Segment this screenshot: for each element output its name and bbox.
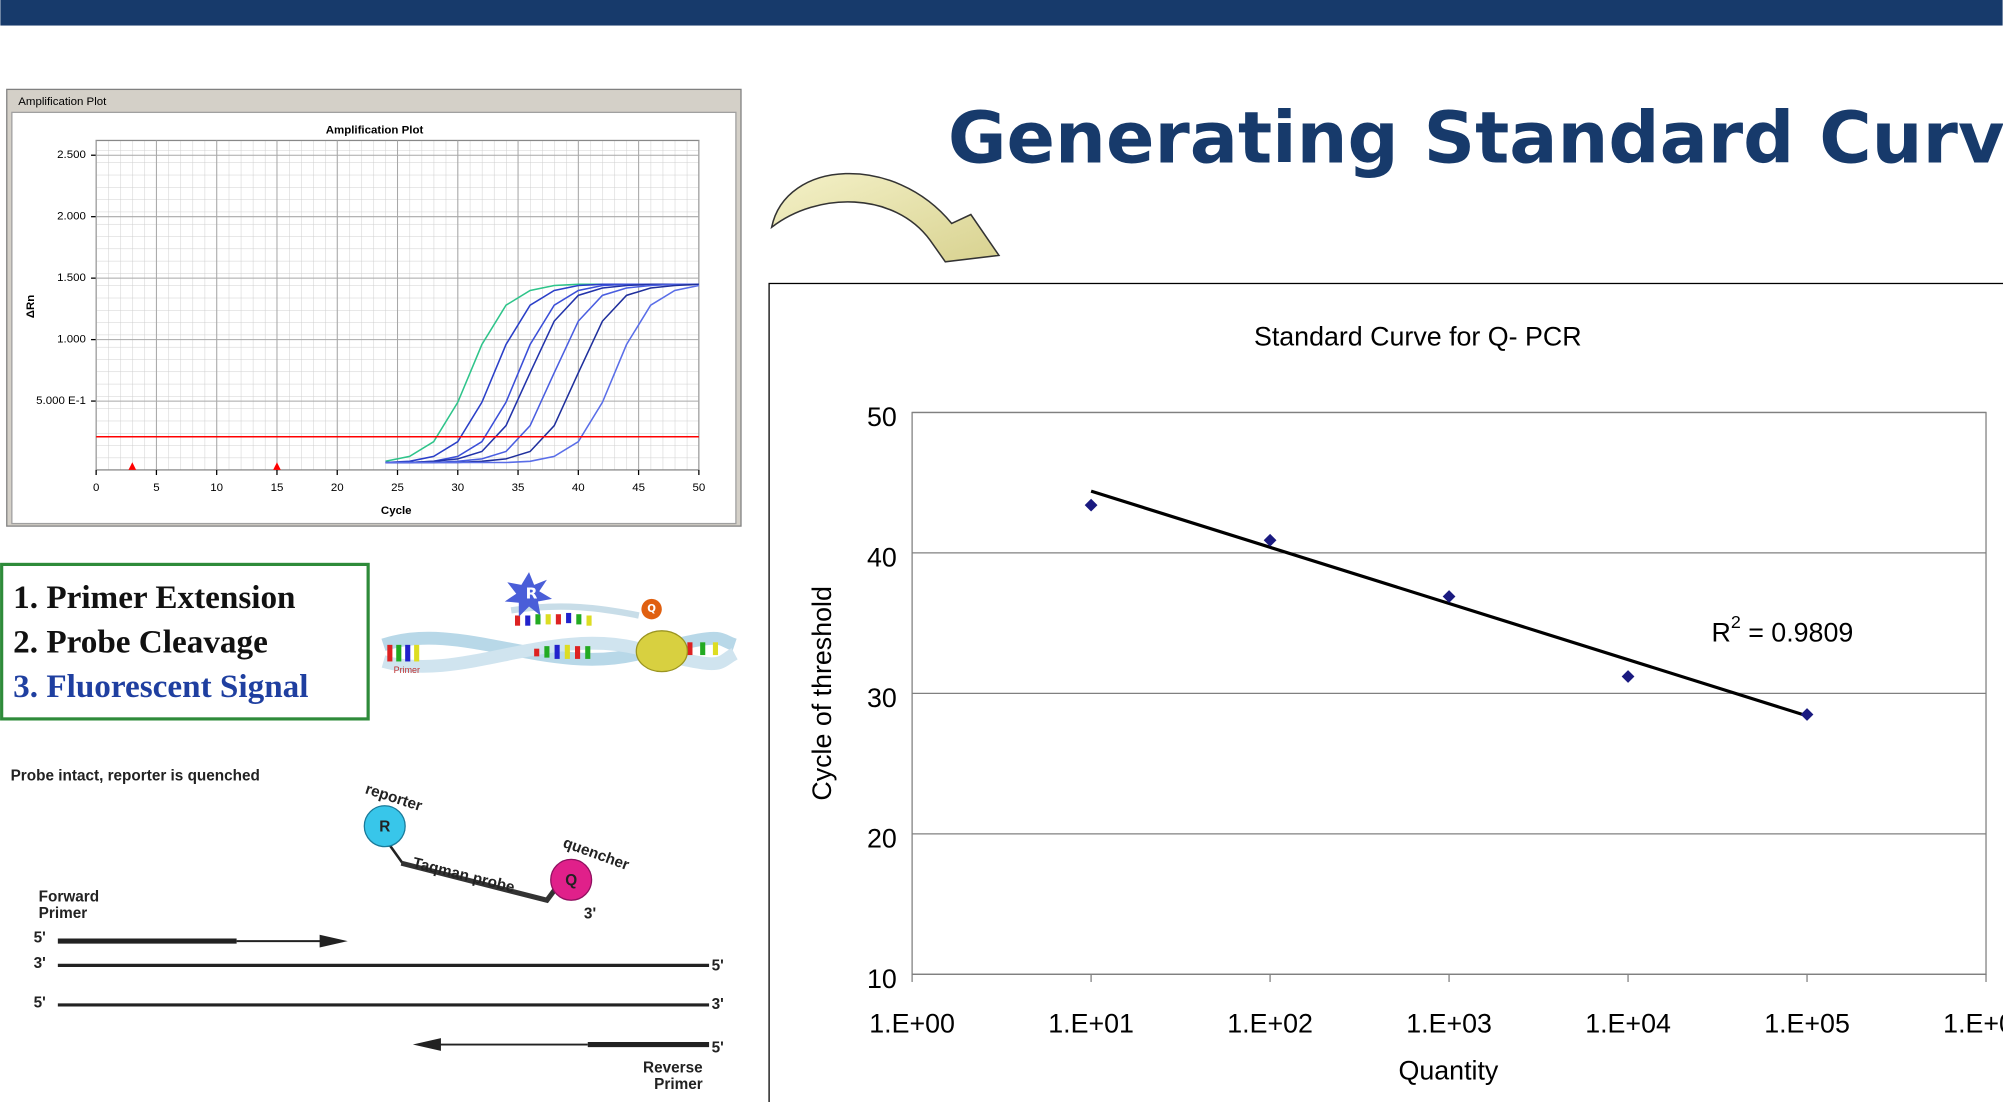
x-tick-label: 1.E+00	[869, 1008, 955, 1038]
x-tick-label: 20	[331, 482, 344, 494]
step: 2. Probe Cleavage	[13, 623, 268, 660]
r-squared-sup: 2	[1731, 612, 1741, 632]
reverse-primer-box: Reverse Primer	[626, 1060, 715, 1101]
r-squared-value: = 0.9809	[1741, 618, 1854, 648]
top-bar	[0, 0, 2002, 26]
y-tick-label: 2.000	[57, 211, 86, 223]
y-tick-label: 10	[867, 964, 897, 994]
y-tick-label: 5.000 E-1	[36, 395, 86, 407]
strand-end: 5'	[34, 995, 46, 1012]
slide: Generating Standard Curve Amplification …	[0, 0, 2003, 1102]
chart-title: Amplification Plot	[326, 124, 424, 136]
strand-end: 3'	[34, 955, 46, 972]
r-squared-base: R	[1711, 618, 1730, 648]
chart-title: Standard Curve for Q- PCR	[1254, 321, 1582, 351]
y-tick-label: 2.500	[57, 149, 86, 161]
y-tick-label: 30	[867, 683, 897, 713]
quencher-letter: Q	[565, 872, 577, 889]
y-axis-label: Cycle of threshold	[807, 586, 837, 800]
x-tick-label: 1.E+05	[1764, 1008, 1850, 1038]
forward-primer-label: Forward Primer	[39, 889, 103, 922]
x-axis-label: Cycle	[381, 505, 412, 517]
strand-end: 5'	[34, 930, 46, 947]
forward-primer-box: Forward Primer	[39, 889, 116, 930]
y-tick-label: 1.500	[57, 272, 86, 284]
x-tick-label: 1.E+04	[1585, 1008, 1671, 1038]
reverse-primer-label: Reverse Primer	[626, 1060, 703, 1093]
step: 1. Primer Extension	[13, 579, 295, 616]
standard-curve-panel: Standard Curve for Q- PCR Quantity Cycle…	[769, 283, 2003, 1102]
x-tick-label: 5	[153, 482, 159, 494]
y-tick-label: 50	[867, 402, 897, 432]
strand-end: 5'	[712, 958, 724, 975]
y-axis-label: ΔRn	[25, 295, 37, 319]
caption: Probe intact, reporter is quenched	[11, 767, 260, 784]
probe-illustration: R Q Primer	[383, 572, 734, 675]
y-tick-label: 1.000	[57, 334, 86, 346]
quencher-letter: Q	[647, 604, 656, 615]
strand-end: 3'	[712, 996, 724, 1013]
primer-label: Primer	[394, 665, 420, 675]
x-tick-label: 50	[692, 482, 705, 494]
taqman-diagram: Probe intact, reporter is quenched repor…	[11, 767, 724, 1100]
reporter-letter: R	[526, 584, 538, 602]
polymerase	[636, 631, 687, 672]
x-tick-label: 1.E+02	[1227, 1008, 1313, 1038]
strand-end: 5'	[712, 1039, 724, 1056]
x-tick-label: 45	[632, 482, 645, 494]
x-axis-label: Quantity	[1399, 1056, 1499, 1086]
reporter-letter: R	[379, 819, 390, 836]
x-tick-label: 35	[512, 482, 525, 494]
x-tick-label: 25	[391, 482, 404, 494]
steps-box: 1. Primer Extension 2. Probe Cleavage 3.…	[2, 564, 368, 719]
x-tick-label: 1.E+03	[1406, 1008, 1492, 1038]
x-tick-label: 40	[572, 482, 585, 494]
probe-label: Taqman probe	[411, 855, 516, 897]
x-tick-label: 0	[93, 482, 99, 494]
x-tick-label: 30	[451, 482, 464, 494]
window-title: Amplification Plot	[18, 96, 107, 108]
x-tick-label: 10	[210, 482, 223, 494]
arrow	[772, 174, 999, 262]
y-tick-label: 20	[867, 823, 897, 853]
y-tick-label: 40	[867, 542, 897, 572]
slide-title: Generating Standard Curve	[948, 97, 2003, 180]
x-tick-label: 1.E+01	[1048, 1008, 1134, 1038]
probe-end: 3'	[584, 905, 596, 922]
x-tick-label: 1.E+06	[1943, 1008, 2003, 1038]
amplification-panel: Amplification Plot Amplification Plot Cy…	[7, 89, 741, 526]
x-tick-label: 15	[271, 482, 284, 494]
step: 3. Fluorescent Signal	[13, 668, 308, 705]
